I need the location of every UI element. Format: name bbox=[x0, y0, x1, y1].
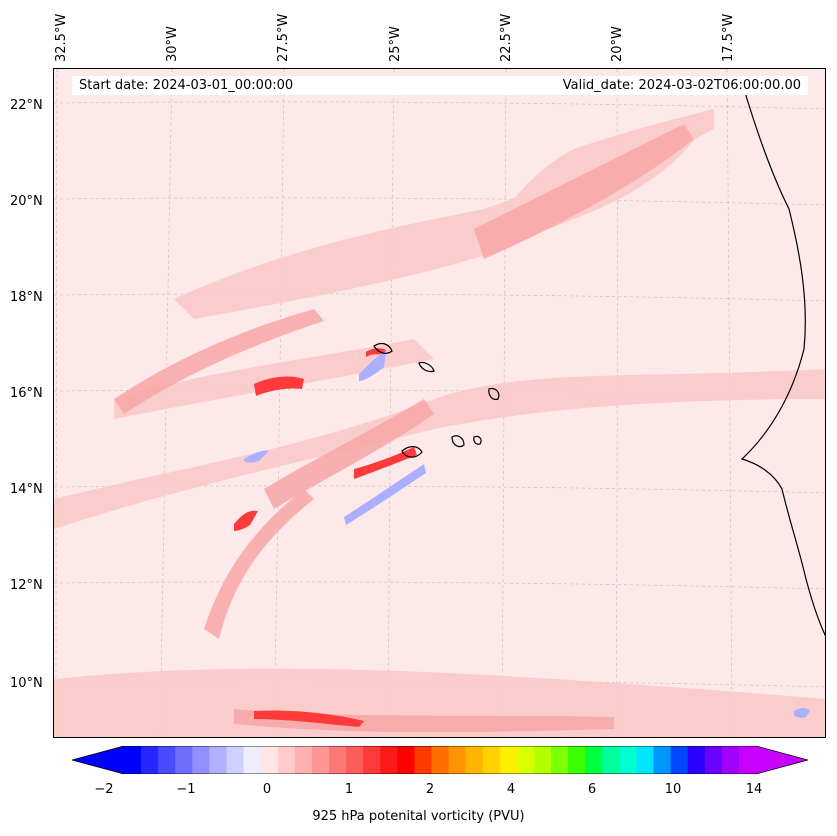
colorbar-segment bbox=[260, 746, 279, 774]
valid-date-label: Valid_date: 2024-03-02T06:00:00.00 bbox=[562, 78, 801, 93]
colorbar-segment bbox=[311, 746, 330, 774]
colorbar-segment bbox=[431, 746, 450, 774]
lon-label: 27.5°W bbox=[276, 13, 291, 62]
colorbar-title: 925 hPa potenital vorticity (PVU) bbox=[312, 809, 525, 824]
lat-label: 20°N bbox=[10, 194, 43, 209]
header-box bbox=[72, 76, 808, 95]
colorbar-segment bbox=[653, 746, 672, 774]
colorbar-segment bbox=[704, 746, 723, 774]
colorbar-segment bbox=[158, 746, 176, 774]
colorbar-segment bbox=[738, 746, 757, 774]
colorbar-tick: 0 bbox=[262, 782, 272, 797]
coastline bbox=[373, 88, 825, 637]
colorbar bbox=[72, 746, 808, 774]
colorbar-tick: 2 bbox=[425, 782, 435, 797]
lon-label: 32.5°W bbox=[54, 13, 69, 62]
colorbar-segment bbox=[124, 746, 142, 774]
colorbar-segment bbox=[209, 746, 227, 774]
lon-label: 30°W bbox=[165, 26, 180, 62]
lat-label: 22°N bbox=[10, 98, 43, 113]
colorbar-segment bbox=[363, 746, 381, 774]
start-date-label: Start date: 2024-03-01_00:00:00 bbox=[79, 78, 294, 93]
lat-label: 18°N bbox=[10, 290, 43, 305]
colorbar-segment bbox=[499, 746, 518, 774]
colorbar-segment bbox=[414, 746, 432, 774]
colorbar-tick: 10 bbox=[664, 782, 682, 797]
colorbar-over-arrow bbox=[756, 746, 808, 774]
lat-label: 14°N bbox=[10, 482, 43, 497]
colorbar-segment bbox=[192, 746, 210, 774]
pv-negative bbox=[244, 351, 810, 718]
colorbar-segment bbox=[346, 746, 364, 774]
lon-label: 20°W bbox=[610, 26, 625, 62]
colorbar-segment bbox=[602, 746, 620, 774]
colorbar-segment bbox=[721, 746, 740, 774]
colorbar-tick: −2 bbox=[94, 782, 114, 797]
colorbar-segment bbox=[670, 746, 689, 774]
colorbar-segment bbox=[568, 746, 586, 774]
colorbar-tick: 6 bbox=[587, 782, 597, 797]
colorbar-segment bbox=[294, 746, 313, 774]
colorbar-segment bbox=[516, 746, 535, 774]
colorbar-segment bbox=[277, 746, 296, 774]
colorbar-segment bbox=[619, 746, 637, 774]
lat-label: 10°N bbox=[10, 676, 43, 691]
colorbar-segment bbox=[380, 746, 398, 774]
colorbar-segment bbox=[175, 746, 193, 774]
colorbar-segment bbox=[482, 746, 501, 774]
colorbar-segment bbox=[243, 746, 262, 774]
colorbar-tick: 4 bbox=[506, 782, 516, 797]
lon-label: 25°W bbox=[388, 26, 403, 62]
colorbar-segment bbox=[448, 746, 467, 774]
lat-label: 12°N bbox=[10, 578, 43, 593]
colorbar-tick: −1 bbox=[176, 782, 196, 797]
colorbar-segment bbox=[397, 746, 415, 774]
colorbar-segment bbox=[141, 746, 159, 774]
lon-label: 17.5°W bbox=[721, 13, 736, 62]
lon-label: 22.5°W bbox=[499, 13, 514, 62]
colorbar-segment bbox=[226, 746, 245, 774]
colorbar-segment bbox=[636, 746, 655, 774]
colorbar-tick: 14 bbox=[745, 782, 763, 797]
pv-field bbox=[54, 69, 825, 737]
lat-label: 16°N bbox=[10, 386, 43, 401]
colorbar-segment bbox=[533, 746, 552, 774]
colorbar-segment bbox=[585, 746, 603, 774]
colorbar-tick: 1 bbox=[344, 782, 354, 797]
colorbar-under-arrow bbox=[72, 746, 124, 774]
map-panel bbox=[53, 68, 826, 738]
colorbar-segment bbox=[687, 746, 706, 774]
colorbar-segment bbox=[551, 746, 569, 774]
colorbar-segment bbox=[465, 746, 484, 774]
colorbar-segment bbox=[328, 746, 347, 774]
pv-streak-strong bbox=[234, 348, 417, 727]
